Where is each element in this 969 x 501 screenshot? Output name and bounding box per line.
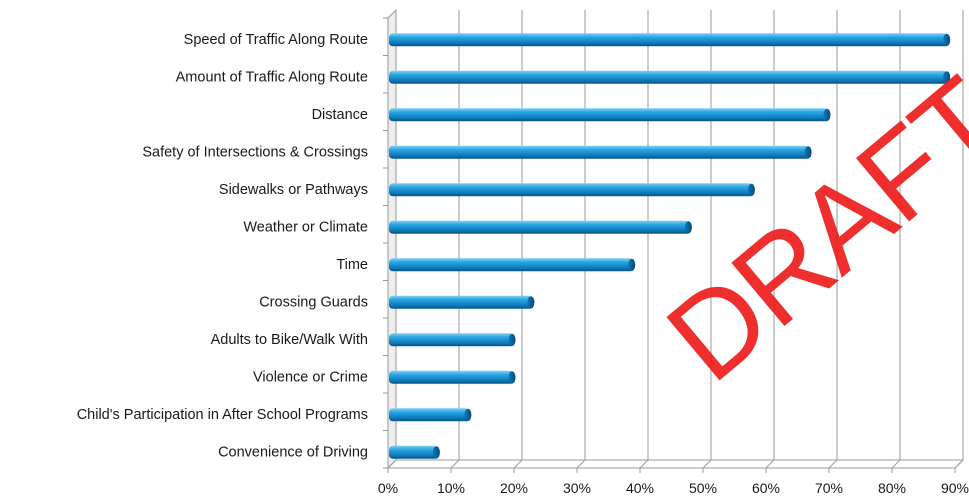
floor-gridline [513,459,523,469]
bar-body [389,258,633,270]
category-label: Distance [312,107,368,123]
bar-body [389,108,828,120]
bars-group [389,33,951,459]
bar [389,108,831,122]
category-label: Child's Participation in After School Pr… [77,407,368,423]
x-tick-label: 90% [941,480,969,496]
bar [389,145,812,159]
bar-cap [943,33,951,46]
floor-gridline [639,459,649,469]
x-tick-label: 0% [378,480,398,496]
x-tick-labels: 0% 10% 20% 30% 40% 50% 60% 70% 80% 90% [378,480,969,496]
bar-body [389,295,532,307]
x-tick-label: 60% [752,480,780,496]
bar-cap [747,183,755,196]
bar-cap [628,258,636,271]
bar-cap [684,221,692,234]
bar-body [389,145,810,157]
bar [389,70,951,84]
bar [389,445,440,459]
bar-body [389,408,469,420]
floor-gridline [891,459,901,469]
bar [389,295,535,309]
bar-cap [804,146,812,159]
floor-gridline [450,459,460,469]
bar-body [389,333,513,345]
category-label: Speed of Traffic Along Route [184,32,368,48]
floor-edge [954,459,964,469]
bar-cap [943,71,951,84]
bar-cap [508,333,516,346]
bar-body [389,70,948,82]
bar-body [389,183,753,195]
category-label: Safety of Intersections & Crossings [142,144,368,160]
category-label: Weather or Climate [243,219,368,235]
bar-cap [464,408,472,421]
bar [389,33,951,47]
bar [389,370,516,384]
bar [389,258,636,272]
bar [389,220,692,234]
floor-gridline [828,459,838,469]
x-tick-label: 10% [437,480,465,496]
plot-area [383,8,964,473]
floor-gridline [702,459,712,469]
bar [389,183,755,197]
category-label: Sidewalks or Pathways [219,182,368,198]
bar-cap [432,446,440,459]
floor-gridline [576,459,586,469]
category-labels: Speed of Traffic Along Route Amount of Tr… [77,32,368,461]
bar-body [389,370,513,382]
category-label: Adults to Bike/Walk With [211,332,368,348]
category-label: Amount of Traffic Along Route [176,69,368,85]
floor-gridline [765,459,775,469]
x-tick-label: 40% [626,480,654,496]
bar [389,333,516,347]
bar [389,408,472,422]
category-label: Crossing Guards [259,294,368,310]
category-label: Convenience of Driving [218,444,368,460]
bar-cap [823,108,831,121]
category-label: Time [336,257,368,273]
x-tick-label: 20% [500,480,528,496]
category-label: Violence or Crime [253,369,368,385]
x-tick-label: 70% [815,480,843,496]
bar-body [389,220,690,232]
plot-wall [396,10,963,460]
bar-cap [527,296,535,309]
x-tick-label: 50% [689,480,717,496]
bar-body [389,33,948,45]
x-tick-label: 80% [878,480,906,496]
bar-body [389,445,438,457]
x-tick-label: 30% [563,480,591,496]
bar-cap [508,371,516,384]
